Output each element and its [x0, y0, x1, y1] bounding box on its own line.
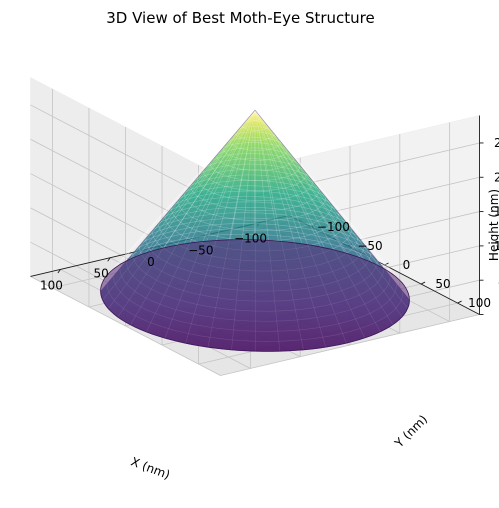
cone-ring-line [183, 169, 327, 222]
cone-generator-line [163, 110, 256, 249]
cone-generator-line [116, 110, 256, 267]
cone-generator-line [206, 110, 256, 242]
cone-generator-line [254, 110, 364, 260]
grid-line-z-back [220, 314, 480, 376]
x-tick-label: 0 [147, 255, 155, 269]
cone-generator-line [107, 110, 256, 275]
cone-generator-line [253, 110, 256, 240]
y-tick-label: −50 [357, 239, 382, 253]
cone-ring-line [222, 136, 288, 161]
cone-generator-line [254, 110, 325, 248]
y-axis-label: Y (nm) [391, 412, 430, 451]
x-tick-mark [57, 269, 61, 274]
tick-labels: −100−50050100−100−5005010005010015020025… [40, 136, 499, 310]
y-tick-label: −100 [317, 220, 350, 234]
cone-generator-line [102, 110, 256, 283]
cone-surface [100, 109, 410, 352]
cone-ring-line [190, 163, 320, 211]
z-tick-label: 100 [494, 239, 499, 253]
z-axis-label: Height (nm) [487, 189, 499, 261]
z-tick-label: 200 [494, 170, 499, 184]
y-tick-mark [420, 281, 426, 285]
cone-generator-line [254, 110, 402, 283]
cone-ring-line [203, 153, 307, 191]
cone-generator-line [254, 110, 303, 244]
cone-generator-line [254, 110, 346, 254]
z-tick-label: 150 [494, 205, 499, 219]
x-tick-label: −50 [188, 243, 213, 257]
cone-generator-line [145, 110, 256, 254]
cone-ring-line [196, 158, 314, 201]
cone-ring-line [177, 174, 333, 232]
cone-outline [100, 109, 410, 352]
cone-generator-line [254, 110, 279, 242]
cone-generator-line [229, 110, 256, 240]
y-tick-label: 0 [403, 258, 411, 272]
x-tick-label: 50 [94, 267, 109, 281]
cone-generator-line [254, 110, 393, 275]
x-tick-label: −100 [234, 232, 267, 246]
cone-ring-line [209, 147, 301, 181]
x-tick-label: 100 [40, 279, 63, 293]
chart-title: 3D View of Best Moth-Eye Structure [106, 9, 375, 27]
z-tick-label: 250 [494, 136, 499, 150]
z-tick-label: 50 [498, 273, 499, 287]
x-axis-label: X (nm) [129, 454, 172, 482]
y-tick-label: 50 [435, 277, 450, 291]
cone-generator-line [183, 110, 256, 245]
y-tick-mark [457, 300, 462, 304]
y-tick-mark [384, 262, 389, 266]
y-tick-label: 100 [468, 296, 491, 310]
cone-generator-line [254, 110, 408, 292]
cone-ring-line [216, 142, 294, 171]
grid-line-z-side [30, 276, 221, 376]
x-tick-mark [107, 257, 111, 262]
